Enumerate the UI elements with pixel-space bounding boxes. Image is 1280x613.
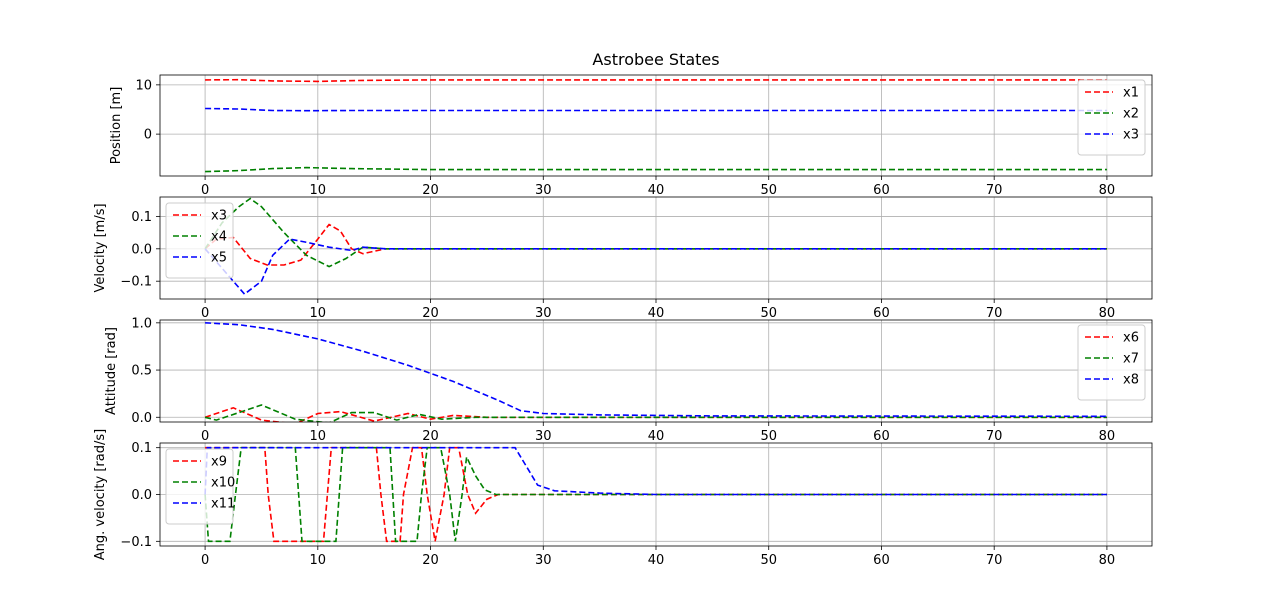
x-tick-label: 50 bbox=[760, 429, 777, 444]
x-tick-label: 70 bbox=[986, 306, 1003, 321]
x-tick-label: 50 bbox=[760, 183, 777, 198]
x-tick-label: 30 bbox=[535, 306, 552, 321]
x-tick-label: 10 bbox=[310, 553, 327, 568]
legend-box bbox=[1077, 79, 1146, 156]
y-tick-label: 0.5 bbox=[131, 364, 152, 379]
series-line-x5 bbox=[204, 238, 1107, 296]
x-tick-label: 60 bbox=[873, 183, 890, 198]
x-tick-label: 40 bbox=[648, 183, 665, 198]
y-axis-label: Attitude [rad] bbox=[104, 327, 119, 415]
y-tick-label: 0.0 bbox=[131, 488, 152, 503]
x-tick-label: 0 bbox=[201, 553, 209, 568]
series-line-x4 bbox=[204, 197, 1107, 268]
x-tick-label: 20 bbox=[422, 429, 439, 444]
x-tick-label: 10 bbox=[310, 306, 327, 321]
panel-4: 0 10 20 30 40 50 60 70 80 0.1 0.0 −0.1 Ang. velocity… bbox=[93, 429, 1153, 568]
y-axis-label: Velocity [m/s] bbox=[93, 203, 108, 292]
chart-title: Astrobee States bbox=[592, 50, 719, 69]
legend-label-x6: x6 bbox=[1123, 331, 1139, 346]
series-line-x11 bbox=[204, 446, 1107, 496]
y-tick-label: −0.1 bbox=[120, 535, 152, 550]
x-tick-label: 60 bbox=[873, 306, 890, 321]
legend-label-x1: x1 bbox=[1123, 86, 1139, 101]
legend: x6 x7 x8 bbox=[1077, 324, 1146, 401]
x-tick-label: 40 bbox=[648, 306, 665, 321]
x-tick-label: 80 bbox=[1099, 429, 1116, 444]
x-tick-label: 20 bbox=[422, 306, 439, 321]
legend-label-x3: x3 bbox=[1123, 128, 1139, 143]
panel-3: 0 10 20 30 40 50 60 70 80 1.0 0.5 0.0 Attitude [rad]… bbox=[104, 316, 1153, 444]
y-tick-label: 0.0 bbox=[131, 411, 152, 426]
x-tick-label: 0 bbox=[201, 183, 209, 198]
x-tick-label: 30 bbox=[535, 429, 552, 444]
legend-label-x4: x4 bbox=[211, 230, 227, 245]
x-tick-label: 80 bbox=[1099, 306, 1116, 321]
x-tick-label: 0 bbox=[201, 429, 209, 444]
series-line-x2 bbox=[205, 166, 1107, 173]
plot-frame bbox=[159, 196, 1153, 300]
y-tick-label: 10 bbox=[135, 78, 152, 93]
legend-label-x5: x5 bbox=[211, 251, 227, 266]
legend: x9 x10 x11 bbox=[165, 448, 235, 525]
legend: x3 x4 x5 bbox=[165, 202, 234, 279]
y-tick-label: 0.1 bbox=[131, 441, 152, 456]
x-tick-label: 50 bbox=[760, 306, 777, 321]
y-axis-label: Position [m] bbox=[109, 87, 124, 165]
x-tick-label: 30 bbox=[535, 553, 552, 568]
legend-box bbox=[165, 448, 234, 525]
x-tick-label: 70 bbox=[986, 553, 1003, 568]
y-tick-label: 0 bbox=[144, 128, 152, 143]
legend-box bbox=[165, 202, 234, 279]
y-tick-label: 0.1 bbox=[131, 210, 152, 225]
x-tick-label: 60 bbox=[873, 429, 890, 444]
legend-label-x11: x11 bbox=[211, 497, 235, 512]
panel-1: 0 10 20 30 40 50 60 70 80 10 0 Position [m] x1 x2 x3 bbox=[109, 74, 1153, 198]
x-tick-label: 30 bbox=[535, 183, 552, 198]
legend-label-x10: x10 bbox=[211, 476, 235, 491]
y-tick-label: 1.0 bbox=[131, 316, 152, 331]
y-tick-label: −0.1 bbox=[120, 275, 152, 290]
x-tick-label: 20 bbox=[422, 553, 439, 568]
x-tick-label: 0 bbox=[201, 306, 209, 321]
y-axis-label: Ang. velocity [rad/s] bbox=[93, 429, 108, 560]
legend: x1 x2 x3 bbox=[1077, 79, 1146, 156]
x-tick-label: 40 bbox=[648, 429, 665, 444]
series-line-x3 bbox=[205, 107, 1107, 112]
y-tick-label: 0.0 bbox=[131, 242, 152, 257]
plot-frame bbox=[159, 74, 1153, 177]
x-tick-label: 10 bbox=[310, 429, 327, 444]
legend-label-x8: x8 bbox=[1123, 373, 1139, 388]
series-line-x10 bbox=[204, 446, 1107, 543]
x-tick-label: 50 bbox=[760, 553, 777, 568]
x-tick-label: 80 bbox=[1099, 183, 1116, 198]
legend-label-x2: x2 bbox=[1123, 107, 1139, 122]
series-line-x8 bbox=[205, 322, 1107, 418]
panel-2: 0 10 20 30 40 50 60 70 80 0.1 0.0 −0.1 Velocity [m/s… bbox=[93, 196, 1153, 321]
x-tick-label: 80 bbox=[1099, 553, 1116, 568]
legend-box bbox=[1077, 324, 1146, 401]
legend-label-x3: x3 bbox=[211, 209, 227, 224]
series-line-x7 bbox=[204, 404, 1107, 422]
legend-label-x9: x9 bbox=[211, 455, 227, 470]
series-line-x1 bbox=[205, 78, 1107, 83]
x-tick-label: 40 bbox=[648, 553, 665, 568]
x-tick-label: 60 bbox=[873, 553, 890, 568]
x-tick-label: 10 bbox=[310, 183, 327, 198]
series-line-x6 bbox=[204, 406, 1107, 422]
plot-frame bbox=[159, 319, 1153, 423]
plot-frame bbox=[159, 442, 1153, 547]
x-tick-label: 70 bbox=[986, 183, 1003, 198]
x-tick-label: 20 bbox=[422, 183, 439, 198]
legend-label-x7: x7 bbox=[1123, 352, 1139, 367]
x-tick-label: 70 bbox=[986, 429, 1003, 444]
